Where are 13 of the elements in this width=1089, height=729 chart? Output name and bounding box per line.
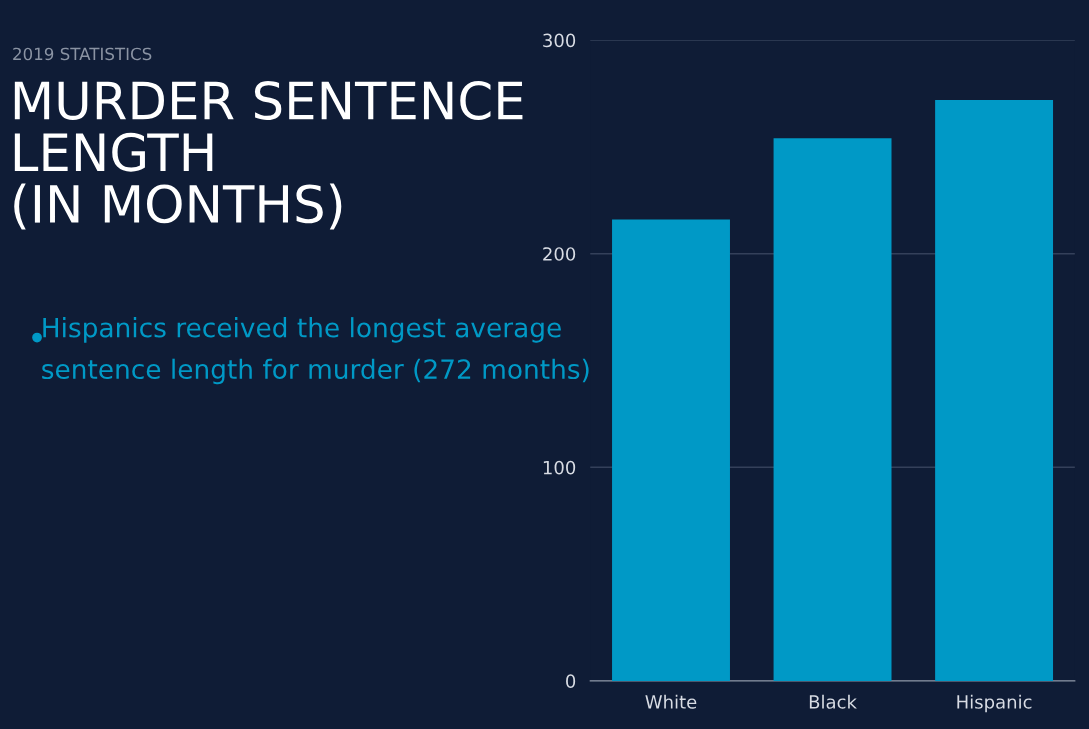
bar	[935, 99, 1054, 681]
bar	[773, 138, 892, 681]
y-tick-label: 0	[566, 674, 576, 688]
text: Hispanics received the longest average sentence length for murder (272 months)	[42, 317, 589, 385]
bar	[612, 219, 730, 681]
text: 2019 STATISTICS	[13, 47, 152, 61]
text: MURDER SENTENCE LENGTH (IN MONTHS)	[14, 81, 523, 230]
y-tick-label: 300	[543, 33, 576, 48]
x-tick-label: White	[645, 694, 697, 709]
x-tick-label: Hispanic	[957, 694, 1032, 713]
x-tick-label: Black	[809, 694, 857, 709]
y-tick-label: 200	[543, 247, 576, 261]
y-tick-label: 100	[543, 460, 576, 475]
